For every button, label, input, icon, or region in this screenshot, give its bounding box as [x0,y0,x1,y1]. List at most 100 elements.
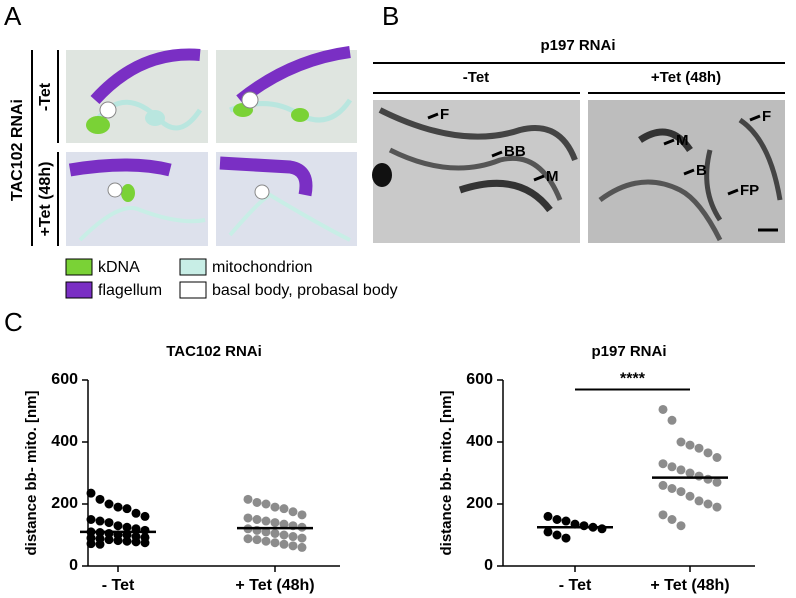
dot [113,502,123,512]
dot [658,510,668,520]
legend-label: flagellum [98,282,162,299]
dot [95,516,105,526]
dot [104,499,114,509]
x-tick-label: - Tet [559,577,592,594]
panel-title: p197 RNAi [540,37,615,54]
dot [252,497,262,507]
legend-label: kDNA [98,259,140,276]
em-label: F [440,106,449,123]
dot [658,459,668,469]
dot [297,533,307,543]
dot [676,465,686,475]
dot [543,511,553,521]
em-label: BB [504,143,526,160]
dot [131,537,141,547]
column-label: -Tet [463,69,489,86]
dot [279,504,289,514]
dot [694,443,704,453]
column-label: +Tet (48h) [651,69,721,86]
dot [552,530,562,540]
dot [86,488,96,498]
dot [676,521,686,531]
dot [122,536,132,546]
dot [122,504,132,514]
dot [667,515,677,524]
dot [113,521,123,531]
y-tick-label: 0 [484,557,493,574]
panel-label: A [4,1,22,31]
dot [658,404,668,414]
x-tick-label: - Tet [102,577,135,594]
y-tick-label: 600 [466,371,493,388]
dot [261,516,271,526]
panel-label: B [382,1,399,31]
dot [685,440,695,450]
dot [288,532,298,542]
legend-label: mitochondrion [212,259,313,276]
chart-title: p197 RNAi [591,343,666,360]
dot [703,448,713,458]
dot [279,519,289,529]
em-label: B [696,162,707,179]
dot [597,524,607,534]
y-tick-label: 600 [51,371,78,388]
em-images [372,100,785,243]
dot [104,535,114,545]
dot [676,437,686,447]
dot [270,518,280,528]
dot [658,480,668,490]
x-tick-label: + Tet (48h) [235,577,314,594]
dot [270,528,280,538]
dot [261,527,271,537]
dot [261,536,271,546]
legend-label: basal body, probasal body [212,282,398,299]
dot [140,538,150,548]
em-label: FP [740,182,759,199]
dot [297,510,307,520]
dot [676,487,686,497]
dot [279,530,289,540]
dot [252,515,262,524]
y-tick-label: 200 [466,495,493,512]
y-tick-label: 0 [69,557,78,574]
dot [122,522,132,532]
dot [288,541,298,551]
dot [140,511,150,521]
dot [270,502,280,512]
dot [113,536,123,546]
dot [297,542,307,552]
dot [270,538,280,548]
dot [561,516,571,526]
x-tick-label: + Tet (48h) [650,577,729,594]
dot [243,513,253,523]
dot [667,484,677,493]
dot [86,515,96,524]
dot [279,539,289,549]
dot [685,468,695,478]
y-axis-label: distance bb- mito. [nm] [23,390,40,555]
em-label: M [546,168,559,185]
dot [104,518,114,528]
dot [712,453,722,462]
significance-label: **** [620,371,646,388]
row-group-label: TAC102 RNAi [9,99,26,201]
dot [685,491,695,501]
dot [703,499,713,509]
dot [579,521,589,531]
dot [252,535,262,545]
dot [712,477,722,487]
dot [703,474,713,484]
row-label: -Tet [37,82,54,111]
row-label: +Tet (48h) [37,162,54,237]
dot [95,494,105,504]
render-images [66,46,357,246]
y-axis-label: distance bb- mito. [nm] [438,390,455,555]
dot [712,502,722,512]
chart-title: TAC102 RNAi [166,343,262,360]
dot [86,539,96,549]
dot [261,499,271,509]
dot [288,507,298,517]
dot [561,533,571,543]
y-tick-label: 400 [51,433,78,450]
dot [243,494,253,504]
